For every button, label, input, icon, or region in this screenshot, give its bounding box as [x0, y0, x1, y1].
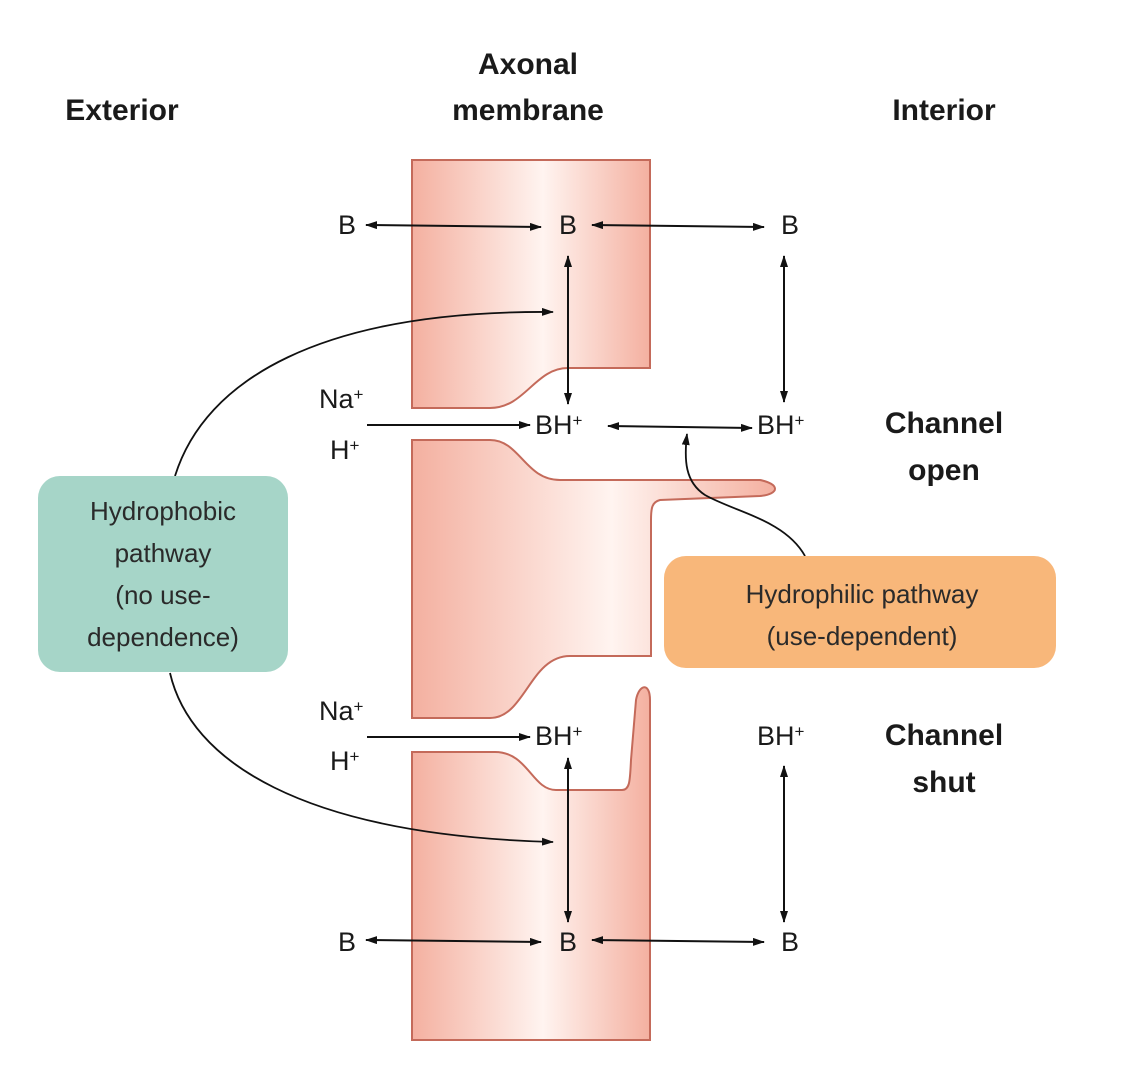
- hydrophilic-box-line-2: (use-dependent): [767, 621, 958, 651]
- bh-charge-interior-open: +: [795, 411, 805, 430]
- hydrophilic-pathway-box: Hydrophilic pathway (use-dependent): [664, 556, 1056, 668]
- sodium-ion-shut: Na+: [319, 696, 364, 726]
- sodium-ion-open: Na+: [319, 384, 364, 414]
- hydrophobic-box-background: [38, 476, 288, 672]
- pathway-curves: [169, 307, 806, 846]
- protonated-base-channel-open: BH+: [535, 410, 583, 440]
- hydrophobic-pathway-curve-upper: [174, 307, 554, 477]
- membrane-middle-segment: [411, 439, 776, 719]
- sodium-charge-shut: +: [354, 697, 364, 716]
- hydrophobic-box-line-4: dependence): [87, 622, 239, 652]
- state-shut-line1: Channel: [885, 719, 1003, 752]
- base-exterior-top: B: [338, 210, 356, 240]
- bh-symbol-interior-open: BH: [757, 410, 795, 440]
- hydrophilic-pathway-curve: [681, 433, 806, 557]
- sodium-charge-open: +: [354, 385, 364, 404]
- bh-charge-channel-open: +: [573, 411, 583, 430]
- arrow-membrane-interior-bottom: [591, 936, 765, 946]
- bh-symbol-interior-shut: BH: [757, 721, 795, 751]
- proton-shut: H+: [330, 746, 360, 776]
- header-interior: Interior: [892, 94, 996, 127]
- base-interior-top: B: [781, 210, 799, 240]
- protonated-base-channel-shut: BH+: [535, 721, 583, 751]
- bh-charge-interior-shut: +: [795, 722, 805, 741]
- hydrophilic-box-line-1: Hydrophilic pathway: [746, 579, 979, 609]
- hydrophobic-box-line-3: (no use-: [115, 580, 210, 610]
- header-membrane-line2: membrane: [452, 94, 604, 127]
- proton-open: H+: [330, 435, 360, 465]
- proton-charge-shut: +: [350, 747, 360, 766]
- hydrophilic-box-background: [664, 556, 1056, 668]
- bh-symbol-channel-shut: BH: [535, 721, 573, 751]
- bh-charge-channel-shut: +: [573, 722, 583, 741]
- header-exterior: Exterior: [65, 94, 179, 127]
- header-membrane-line1: Axonal: [478, 48, 578, 81]
- base-exterior-bottom: B: [338, 927, 356, 957]
- state-open-line2: open: [908, 454, 980, 487]
- membrane-lower-segment: [411, 686, 651, 1041]
- hydrophobic-pathway-box: Hydrophobic pathway (no use- dependence): [38, 476, 288, 672]
- protonated-base-interior-open: BH+: [757, 410, 805, 440]
- protonated-base-interior-shut: BH+: [757, 721, 805, 751]
- base-interior-bottom: B: [781, 927, 799, 957]
- proton-symbol-shut: H: [330, 746, 350, 776]
- bh-symbol-channel-open: BH: [535, 410, 573, 440]
- base-membrane-bottom: B: [559, 927, 577, 957]
- proton-symbol-open: H: [330, 435, 350, 465]
- base-membrane-top: B: [559, 210, 577, 240]
- equilibrium-arrows: [365, 221, 788, 946]
- arrow-membrane-interior-top: [591, 221, 765, 231]
- sodium-symbol-shut: Na: [319, 696, 354, 726]
- hydrophobic-pathway-curve-lower: [169, 672, 554, 846]
- arrow-bh-channel-interior-open: [607, 422, 753, 432]
- arrow-exterior-membrane-bottom: [365, 936, 542, 946]
- arrow-exterior-membrane-top: [365, 221, 542, 231]
- hydrophobic-box-line-1: Hydrophobic: [90, 496, 236, 526]
- state-shut-line2: shut: [912, 766, 975, 799]
- hydrophobic-box-line-2: pathway: [115, 538, 212, 568]
- proton-charge-open: +: [350, 436, 360, 455]
- state-open-line1: Channel: [885, 407, 1003, 440]
- sodium-symbol-open: Na: [319, 384, 354, 414]
- membrane-upper-segment: [411, 159, 651, 409]
